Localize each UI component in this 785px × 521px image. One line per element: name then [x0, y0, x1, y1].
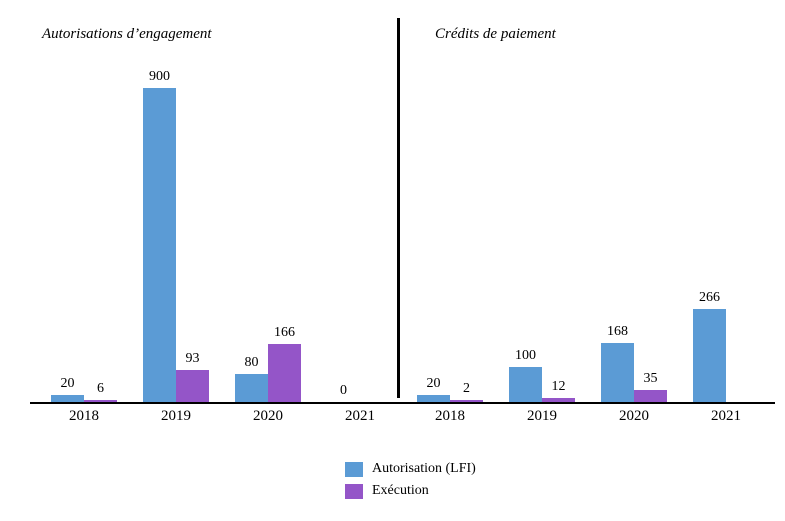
x-axis-label-2021: 2021	[711, 408, 741, 424]
value-label-ex-cution-2019: 93	[185, 351, 200, 366]
legend-label: Exécution	[372, 483, 429, 498]
x-axis-label-2019: 2019	[161, 408, 191, 424]
value-label-autorisation-lfi-2021: 0	[340, 383, 347, 398]
value-label-ex-cution-2020: 35	[643, 371, 658, 386]
x-axis-label-2021: 2021	[345, 408, 375, 424]
bar-autorisation-lfi-2018	[417, 395, 450, 402]
value-label-ex-cution-2018: 2	[463, 381, 470, 396]
x-axis-label-2018: 2018	[69, 408, 99, 424]
value-label-autorisation-lfi-2018: 20	[426, 376, 441, 391]
value-label-autorisation-lfi-2019: 100	[515, 348, 536, 363]
bar-autorisation-lfi-2019	[143, 88, 176, 402]
blue-swatch-icon	[345, 461, 363, 477]
legend-label: Autorisation (LFI)	[372, 461, 476, 476]
bar-ex-cution-2019	[542, 398, 575, 402]
bar-ex-cution-2020	[268, 344, 301, 402]
purple-swatch-icon	[345, 483, 363, 499]
value-label-autorisation-lfi-2018: 20	[60, 376, 75, 391]
bar-autorisation-lfi-2019	[509, 367, 542, 402]
x-axis-label-2020: 2020	[253, 408, 283, 424]
legend-item-ex-cution: Exécution	[345, 483, 476, 499]
value-label-autorisation-lfi-2020: 80	[244, 355, 259, 370]
legend: Autorisation (LFI) Exécution	[345, 461, 476, 505]
value-label-autorisation-lfi-2019: 900	[149, 69, 170, 84]
bar-ex-cution-2019	[176, 370, 209, 402]
value-label-ex-cution-2018: 6	[97, 381, 104, 396]
left-chart-title: Autorisations d’engagement	[42, 26, 212, 42]
panel-divider	[397, 18, 400, 398]
bar-autorisation-lfi-2021	[693, 309, 726, 402]
x-axis-label-2019: 2019	[527, 408, 557, 424]
bar-autorisation-lfi-2018	[51, 395, 84, 402]
right-chart-title: Crédits de paiement	[435, 26, 556, 42]
left-chart-plot-area: 20 6 2018 900 93 2019 80 166 2020 0 2021	[30, 60, 404, 424]
x-axis-label-2020: 2020	[619, 408, 649, 424]
bar-autorisation-lfi-2020	[235, 374, 268, 402]
legend-item-autorisation-lfi: Autorisation (LFI)	[345, 461, 476, 477]
bar-ex-cution-2020	[634, 390, 667, 402]
x-axis-label-2018: 2018	[435, 408, 465, 424]
value-label-ex-cution-2020: 166	[274, 325, 295, 340]
bar-autorisation-lfi-2020	[601, 343, 634, 402]
value-label-autorisation-lfi-2020: 168	[607, 324, 628, 339]
value-label-autorisation-lfi-2021: 266	[699, 290, 720, 305]
value-label-ex-cution-2019: 12	[551, 379, 566, 394]
bar-ex-cution-2018	[450, 400, 483, 402]
bar-ex-cution-2018	[84, 400, 117, 402]
right-chart-plot-area: 20 2 2018 100 12 2019 168 35 2020 266 2021	[403, 60, 775, 424]
